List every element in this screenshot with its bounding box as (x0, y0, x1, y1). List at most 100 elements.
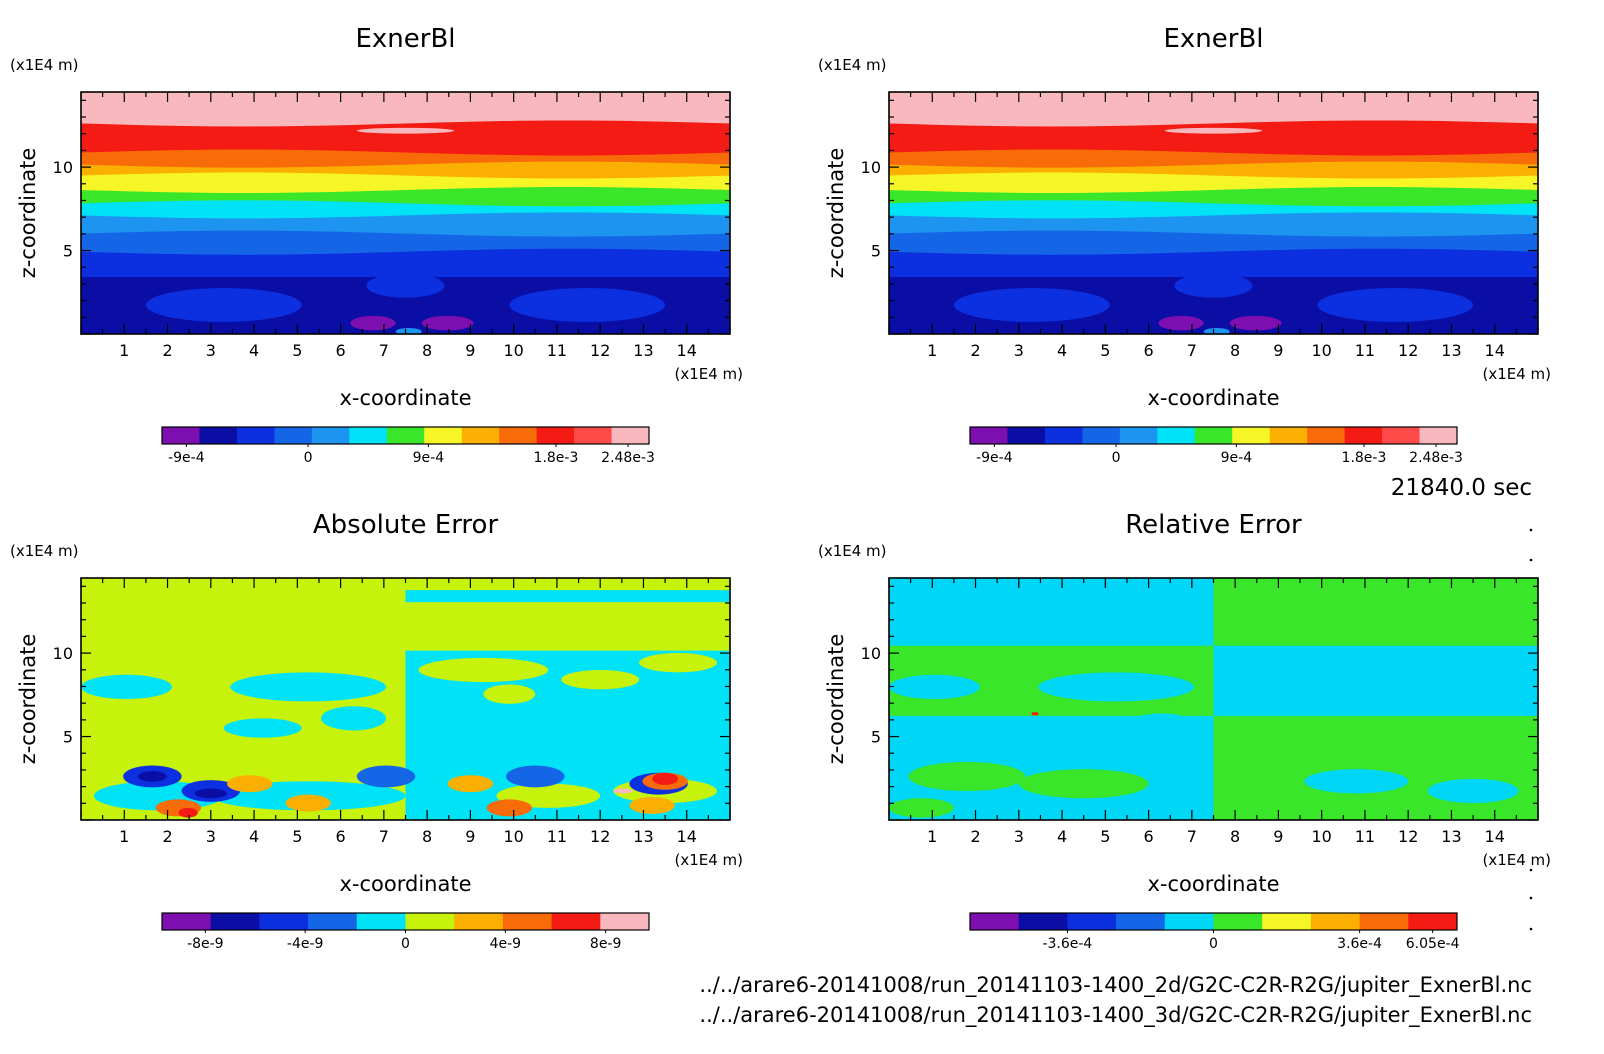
panel-2-colorbar-swatch (1194, 427, 1233, 444)
panel-4-x-tick-label: 13 (1441, 827, 1461, 846)
panel-3-x-tick-label: 14 (677, 827, 697, 846)
panel-4-x-tick-label: 3 (1014, 827, 1024, 846)
panel-2-x-tick-label: 14 (1485, 341, 1505, 360)
panel-2-x-tick-label: 8 (1230, 341, 1240, 360)
panel-1-x-tick-label: 13 (633, 341, 653, 360)
panel-1-colorbar: -9e-4 0 9e-4 1.8e-3 2.48e-3 (161, 426, 655, 466)
panel-1-x-label: x-coordinate (339, 386, 471, 410)
panel-1-x-tick-label: 1 (119, 341, 129, 360)
panel-4-field (889, 578, 1538, 820)
panel-4-colorbar-swatch (1213, 913, 1263, 930)
panel-4-colorbar-swatch (1164, 913, 1214, 930)
panel-2-x-tick-label: 3 (1014, 341, 1024, 360)
panel-1-x-tick-label: 5 (292, 341, 302, 360)
panel-3-colorbar-label: 4e-9 (490, 936, 521, 952)
panel-4-y-label: z-coordinate (824, 634, 848, 765)
panel-3-x-tick-label: 1 (119, 827, 129, 846)
panel-3-x-tick-label: 12 (590, 827, 610, 846)
panel-2-colorbar-swatch (1269, 427, 1308, 444)
panel-1-y-tick-label: 10 (53, 158, 73, 177)
panel-2-x-tick-label: 12 (1398, 341, 1418, 360)
panel-3-x-tick-label: 6 (336, 827, 346, 846)
panel-3-colorbar-swatch (210, 913, 260, 930)
panel-4-x-label: x-coordinate (1147, 872, 1279, 896)
panel-3-colorbar-swatch (405, 913, 455, 930)
panel-1-field (81, 92, 730, 334)
panel-1-colorbar-swatch (386, 427, 425, 444)
panel-4-colorbar-swatch (1116, 913, 1166, 930)
panel-4-colorbar-label: 6.05e-4 (1406, 936, 1460, 952)
panel-2-colorbar-swatch (1382, 427, 1421, 444)
panel-1-x-tick-label: 9 (465, 341, 475, 360)
panel-2-x-tick-label: 2 (970, 341, 980, 360)
panel-2-y-tick-label: 10 (861, 158, 881, 177)
file-path-1: ../../arare6-20141008/run_20141103-1400_… (699, 973, 1532, 998)
panel-4-colorbar: -3.6e-4 0 3.6e-4 6.05e-4 (969, 912, 1460, 952)
panel-4-x-tick-label: 5 (1100, 827, 1110, 846)
panel-4-x-tick-label: 11 (1355, 827, 1375, 846)
panel-2-colorbar-label: 2.48e-3 (1409, 450, 1463, 466)
panel-4-x-tick-label: 7 (1187, 827, 1197, 846)
panel-2-title: ExnerBl (1163, 24, 1263, 54)
panel-3-x-tick-label: 3 (206, 827, 216, 846)
panel-4-colorbar-label: -3.6e-4 (1042, 936, 1092, 952)
panel-1-x-tick-label: 12 (590, 341, 610, 360)
panel-1-colorbar-label: 9e-4 (413, 450, 445, 466)
panel-2-colorbar-label: 1.8e-3 (1342, 450, 1387, 466)
panel-1-x-tick-label: 3 (206, 341, 216, 360)
panel-3-colorbar-label: -4e-9 (287, 936, 324, 952)
panel-4-colorbar-swatch (1262, 913, 1312, 930)
panel-4-x-tick-label: 12 (1398, 827, 1418, 846)
panel-1-colorbar-swatch (574, 427, 613, 444)
panel-2-ticks (888, 92, 1539, 335)
panel-2-x-tick-label: 13 (1441, 341, 1461, 360)
panel-2-x-tick-label: 11 (1355, 341, 1375, 360)
panel-4-y-unit: (x1E4 m) (818, 542, 887, 560)
panel-4-x-tick-label: 1 (927, 827, 937, 846)
panel-3-x-tick-label: 9 (465, 827, 475, 846)
panel-1-ticks (80, 92, 731, 335)
panel-1-colorbar-label: 0 (304, 450, 313, 466)
panel-3-colorbar-swatch (356, 913, 406, 930)
panel-4-x-unit: (x1E4 m) (1482, 851, 1551, 869)
panel-2-colorbar-swatch (970, 427, 1008, 444)
panel-3-colorbar-swatch (551, 913, 601, 930)
panel-3-x-unit: (x1E4 m) (674, 851, 743, 869)
panel-3: Absolute Error(x1E4 m)1 2 3 4 5 6 7 8 9 10 11 12 13 1… (10, 510, 743, 952)
panel-2-x-tick-label: 10 (1311, 341, 1331, 360)
panel-1-colorbar-swatch (349, 427, 388, 444)
panel-2-x-tick-label: 4 (1057, 341, 1067, 360)
panel-1-x-tick-label: 7 (379, 341, 389, 360)
panel-2-colorbar-swatch (1007, 427, 1046, 444)
panel-3-colorbar-label: 0 (401, 936, 410, 952)
panel-2-colorbar-swatch (1157, 427, 1196, 444)
panel-4-title: Relative Error (1125, 510, 1302, 540)
panel-3-x-tick-label: 2 (162, 827, 172, 846)
panel-4-colorbar-swatch (970, 913, 1020, 930)
panel-1-x-tick-label: 10 (503, 341, 523, 360)
panel-2-x-label: x-coordinate (1147, 386, 1279, 410)
stray-dots (1529, 528, 1533, 931)
panel-2-colorbar-swatch (1119, 427, 1158, 444)
panel-3-x-tick-label: 13 (633, 827, 653, 846)
panel-3-colorbar-swatch (162, 913, 212, 930)
panel-2-colorbar-swatch (1307, 427, 1346, 444)
panel-3-colorbar-label: -8e-9 (187, 936, 224, 952)
panel-2-x-tick-label: 7 (1187, 341, 1197, 360)
panel-3-x-tick-label: 8 (422, 827, 432, 846)
panel-2-field (889, 92, 1538, 334)
panel-1-colorbar-swatch (611, 427, 650, 444)
panel-4-x-tick-label: 14 (1485, 827, 1505, 846)
panel-1-title: ExnerBl (355, 24, 455, 54)
panel-1-x-tick-label: 4 (249, 341, 259, 360)
panel-4-colorbar-swatch (1310, 913, 1361, 930)
panel-1-x-tick-label: 14 (677, 341, 697, 360)
panel-3-y-label: z-coordinate (16, 634, 40, 765)
panel-2-x-tick-label: 5 (1100, 341, 1110, 360)
panel-1-y-label: z-coordinate (16, 148, 40, 279)
panel-2-colorbar-swatch (1232, 427, 1271, 444)
panel-1-colorbar-swatch (311, 427, 350, 444)
panel-2-x-tick-label: 6 (1144, 341, 1154, 360)
panel-3-x-tick-label: 4 (249, 827, 259, 846)
panel-3-y-unit: (x1E4 m) (10, 542, 79, 560)
